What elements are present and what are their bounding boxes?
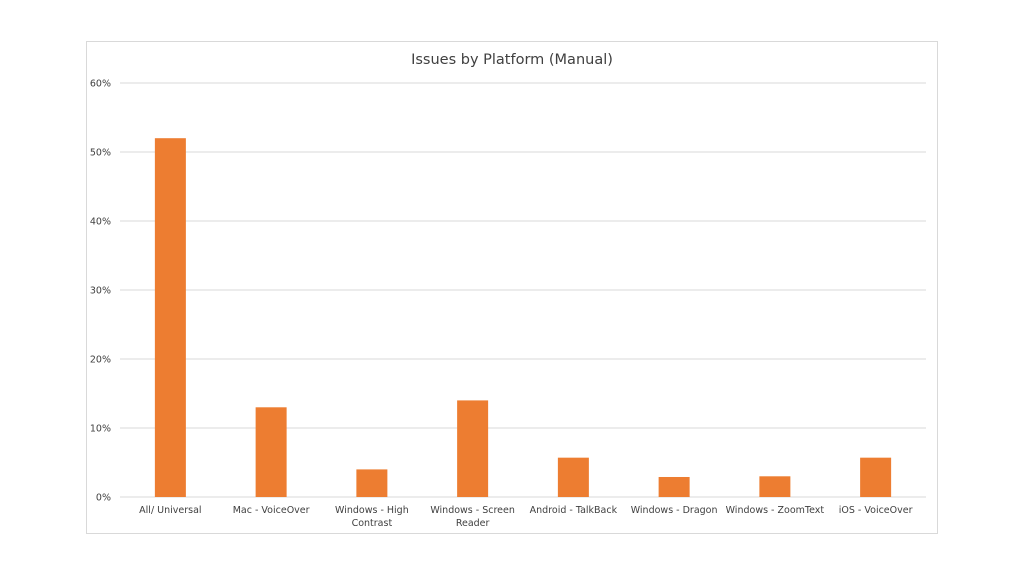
bar	[457, 400, 489, 497]
bars	[154, 138, 892, 497]
y-tick-label: 50%	[90, 148, 111, 159]
x-axis-ticks: All/ Universal Mac - VoiceOver Windows - H…	[139, 505, 912, 529]
x-tick-label: Windows - Screen Reader	[430, 505, 515, 529]
y-tick-label: 60%	[90, 79, 111, 90]
chart-area	[86, 41, 938, 534]
bar	[860, 457, 892, 497]
x-tick-label: iOS - VoiceOver	[839, 505, 913, 516]
x-tick-label: Android - TalkBack	[530, 505, 618, 516]
x-tick-label: Mac - VoiceOver	[233, 505, 310, 516]
y-tick-label: 10%	[90, 424, 111, 435]
y-axis-ticks: 0% 10% 20% 30% 40% 50% 60%	[90, 79, 111, 504]
gridlines	[120, 82, 926, 498]
x-tick-label: Windows - Dragon	[631, 505, 718, 516]
bar	[255, 407, 287, 497]
bar	[154, 138, 186, 497]
bar	[658, 476, 690, 497]
chart-title: Issues by Platform (Manual)	[411, 52, 613, 68]
x-tick-label: Windows - High Contrast	[335, 505, 409, 529]
bar	[759, 476, 791, 497]
y-tick-label: 40%	[90, 217, 111, 228]
x-tick-label: Windows - ZoomText	[726, 505, 825, 516]
y-tick-label: 20%	[90, 355, 111, 366]
bar	[557, 457, 589, 497]
bar	[356, 469, 388, 497]
y-tick-label: 30%	[90, 286, 111, 297]
x-tick-label: All/ Universal	[139, 505, 201, 516]
y-tick-label: 0%	[96, 493, 111, 504]
